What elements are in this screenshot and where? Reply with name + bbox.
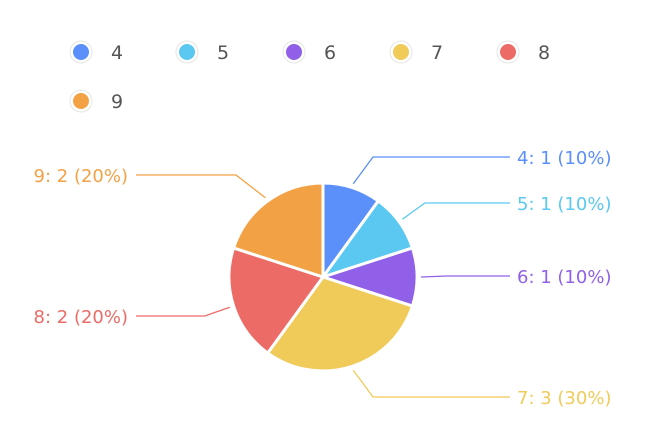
legend-marker	[393, 44, 409, 60]
callout-9: 9: 2 (20%)	[34, 166, 266, 199]
legend-label: 4	[111, 42, 123, 64]
legend-label: 7	[431, 42, 443, 64]
legend-label: 5	[217, 42, 229, 64]
legend-item-9[interactable]: 9	[69, 89, 123, 113]
pie-slice-9[interactable]	[232, 181, 325, 279]
callout-line	[352, 156, 510, 185]
callout-line	[420, 275, 510, 278]
legend-label: 6	[324, 42, 336, 64]
callout-4: 4: 1 (10%)	[352, 148, 611, 185]
callout-5: 5: 1 (10%)	[401, 194, 611, 220]
callout-line	[401, 202, 510, 220]
callout-7: 7: 3 (30%)	[352, 369, 611, 409]
pie-slice-7[interactable]	[266, 275, 414, 373]
pie-slice-8[interactable]	[227, 246, 325, 355]
legend-item-6[interactable]: 6	[282, 40, 336, 64]
callout-6: 6: 1 (10%)	[420, 267, 611, 288]
legend-marker	[500, 44, 516, 60]
callout-line	[136, 306, 231, 317]
callout-label: 8: 2 (20%)	[34, 307, 128, 328]
callout-line	[136, 174, 266, 199]
callout-label: 6: 1 (10%)	[517, 267, 611, 288]
legend-item-5[interactable]: 5	[175, 40, 229, 64]
legend-marker	[286, 44, 302, 60]
legend-marker	[73, 93, 89, 109]
legend-item-7[interactable]: 7	[389, 40, 443, 64]
callout-label: 9: 2 (20%)	[34, 166, 128, 187]
legend-item-8[interactable]: 8	[496, 40, 550, 64]
callout-8: 8: 2 (20%)	[34, 306, 231, 328]
callout-label: 4: 1 (10%)	[517, 148, 611, 169]
legend-label: 9	[111, 91, 123, 113]
legend-item-4[interactable]: 4	[69, 40, 123, 64]
callout-label: 5: 1 (10%)	[517, 194, 611, 215]
callout-line	[352, 369, 510, 398]
legend-marker	[73, 44, 89, 60]
legend-label: 8	[538, 42, 550, 64]
callout-label: 7: 3 (30%)	[517, 388, 611, 409]
pie-callouts: 4: 1 (10%) 5: 1 (10%) 6: 1 (10%) 7: 3 (30%)…	[34, 148, 612, 409]
legend-marker	[179, 44, 195, 60]
pie-slices	[227, 181, 419, 373]
chart-legend: 4 5 6 7 8 9	[69, 40, 550, 113]
